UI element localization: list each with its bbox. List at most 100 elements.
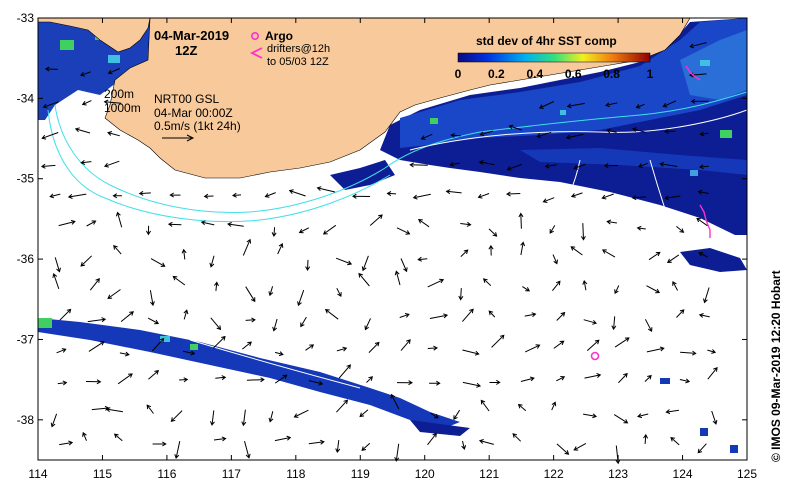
x-tick-label: 118: [286, 467, 305, 481]
current-arrow: [644, 319, 653, 333]
current-arrow: [450, 132, 461, 138]
current-arrow: [482, 278, 492, 287]
current-arrow: [151, 337, 165, 352]
current-arrow: [637, 162, 648, 168]
y-tick-label: -37: [17, 332, 35, 346]
current-arrow: [183, 309, 189, 320]
current-arrow: [335, 257, 353, 266]
current-arrow: [517, 403, 527, 412]
current-arrow: [636, 225, 646, 231]
current-arrow: [573, 442, 587, 451]
current-arrow: [552, 254, 558, 265]
current-arrow: [338, 364, 352, 379]
current-arrow: [358, 272, 370, 287]
current-arrow: [120, 311, 134, 322]
colorbar-gradient: [457, 52, 651, 63]
current-arrow: [352, 193, 371, 199]
current-arrow: [117, 373, 133, 385]
current-arrow: [462, 308, 474, 322]
current-arrow: [631, 127, 647, 133]
current-arrow: [676, 226, 685, 233]
current-arrow: [646, 285, 661, 294]
current-arrow: [409, 162, 428, 168]
current-arrow: [631, 195, 646, 201]
current-arrow: [86, 220, 97, 227]
current-arrow: [146, 404, 154, 414]
current-arrow: [538, 101, 555, 109]
current-arrow: [518, 212, 524, 229]
current-arrow: [664, 128, 676, 134]
current-arrow: [707, 366, 718, 380]
current-arrow: [703, 287, 710, 304]
current-arrow: [551, 401, 557, 411]
current-arrow: [427, 432, 437, 446]
current-arrow: [603, 163, 619, 169]
current-arrow: [359, 409, 369, 418]
current-arrow: [74, 127, 91, 134]
x-tick-label: 120: [415, 467, 435, 481]
x-tick-label: 114: [28, 467, 47, 481]
current-arrow: [179, 377, 189, 383]
current-arrow: [542, 197, 555, 203]
current-arrow: [67, 193, 87, 199]
y-axis: -33 -34 -35 -36 -37 -38: [17, 11, 747, 427]
plot-frame: [37, 17, 748, 461]
drifter-legend-icon: [249, 47, 263, 59]
current-arrow: [427, 345, 438, 351]
current-arrow: [680, 350, 697, 356]
current-arrow: [316, 186, 336, 193]
current-arrow: [241, 409, 247, 427]
current-arrow: [613, 414, 629, 424]
colorbar-tick-label: 0.4: [526, 67, 543, 81]
current-arrow: [87, 317, 107, 323]
current-arrow: [174, 440, 181, 459]
current-arrow: [698, 164, 709, 170]
current-arrow: [210, 317, 222, 331]
current-arrow: [227, 222, 244, 227]
current-arrow: [277, 243, 284, 255]
current-arrow: [361, 255, 369, 272]
current-arrow: [707, 349, 717, 354]
current-arrow: [520, 376, 535, 382]
map-date: 04-Mar-2019: [154, 28, 229, 43]
current-arrow: [44, 66, 58, 72]
current-arrow: [460, 249, 469, 257]
current-arrow: [506, 191, 521, 197]
current-arrow: [264, 192, 276, 198]
x-tick-label: 124: [673, 467, 693, 481]
current-arrow: [522, 286, 531, 292]
current-arrow: [181, 248, 187, 260]
current-arrow: [308, 380, 324, 386]
current-arrow: [361, 442, 371, 451]
current-arrow: [565, 133, 584, 140]
current-arrow: [112, 193, 122, 199]
current-arrow: [697, 443, 707, 454]
x-tick-label: 125: [737, 467, 757, 481]
current-arrow: [396, 380, 413, 386]
current-arrow: [488, 310, 496, 318]
current-arrow: [366, 376, 373, 383]
current-arrow: [488, 244, 494, 256]
current-arrow: [606, 219, 617, 225]
current-arrow: [586, 339, 600, 351]
current-arrow: [430, 412, 439, 419]
current-arrow: [274, 374, 288, 384]
x-tick-label: 123: [608, 467, 628, 481]
current-arrow: [152, 441, 167, 447]
current-arrow: [150, 258, 166, 267]
current-arrow: [169, 192, 181, 198]
y-tick-label: -33: [17, 11, 35, 25]
argo-legend-label: Argo: [265, 29, 293, 43]
current-arrow: [520, 241, 526, 256]
current-arrow: [335, 440, 341, 454]
current-arrow: [544, 163, 557, 169]
current-arrow: [364, 318, 371, 331]
current-arrow: [200, 220, 215, 226]
float-legend: Argo drifters@12h to 05/03 12Z: [249, 29, 330, 68]
current-arrow: [212, 335, 226, 349]
current-arrow: [59, 308, 72, 321]
current-arrow: [489, 379, 501, 385]
current-arrow: [506, 164, 522, 171]
x-tick-label: 121: [479, 467, 499, 481]
current-arrow: [245, 286, 256, 303]
